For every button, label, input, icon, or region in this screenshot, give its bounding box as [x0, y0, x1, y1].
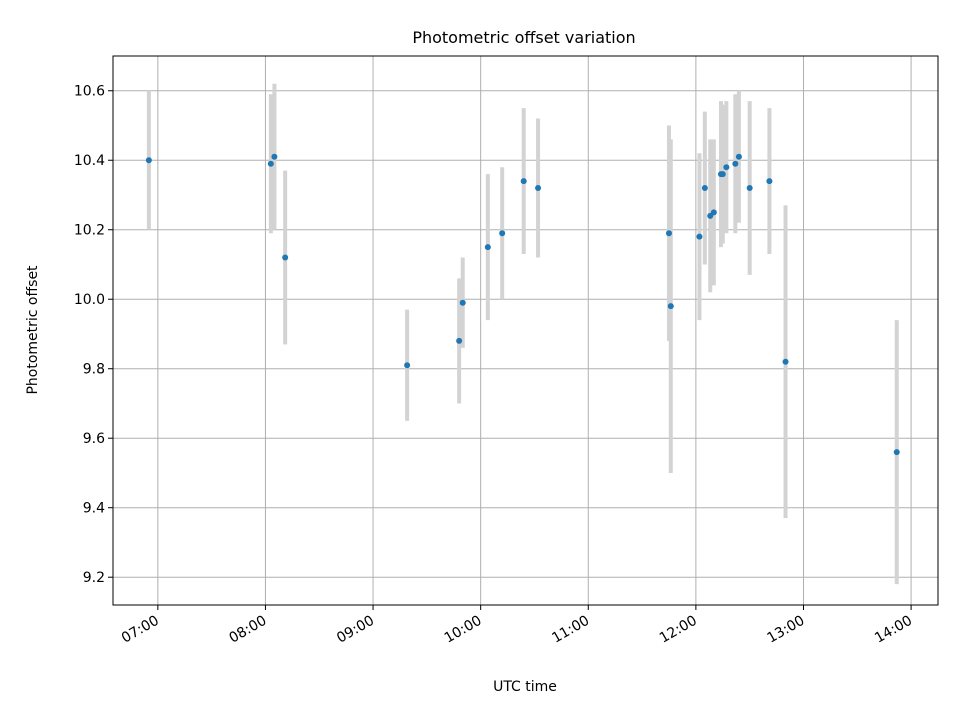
x-axis-label: UTC time — [493, 679, 557, 695]
y-tick-label: 10.6 — [74, 84, 105, 100]
data-points — [145, 153, 900, 456]
data-point — [710, 209, 717, 216]
data-point — [893, 449, 900, 456]
data-point — [404, 362, 411, 369]
data-point — [459, 299, 466, 306]
y-axis-ticks: 9.2 9.4 9.6 9.8 10.0 10.2 10.4 10.6 — [74, 84, 113, 586]
data-point — [766, 178, 773, 185]
data-point — [282, 254, 289, 261]
data-point — [701, 185, 708, 192]
y-axis-label: Photometric offset — [25, 265, 41, 395]
data-point — [520, 178, 527, 185]
data-point — [665, 230, 672, 237]
data-point — [499, 230, 506, 237]
data-point — [746, 185, 753, 192]
data-point — [267, 160, 274, 167]
data-point — [456, 337, 463, 344]
data-point — [535, 185, 542, 192]
y-tick-label: 9.4 — [83, 501, 105, 517]
data-point — [735, 153, 742, 160]
y-tick-label: 10.2 — [74, 223, 105, 239]
y-tick-label: 10.0 — [74, 292, 105, 308]
data-point — [145, 157, 152, 164]
plot-frame — [112, 55, 939, 606]
data-point — [732, 160, 739, 167]
data-point — [723, 164, 730, 171]
y-tick-label: 10.4 — [74, 153, 105, 169]
chart-title: Photometric offset variation — [412, 28, 635, 47]
data-point — [782, 358, 789, 365]
data-point — [271, 153, 278, 160]
data-point — [719, 171, 726, 178]
y-tick-label: 9.2 — [83, 570, 105, 586]
data-point — [696, 233, 703, 240]
y-tick-label: 9.6 — [83, 431, 105, 447]
data-point — [667, 303, 674, 310]
y-tick-label: 9.8 — [83, 362, 105, 378]
data-point — [484, 244, 491, 251]
